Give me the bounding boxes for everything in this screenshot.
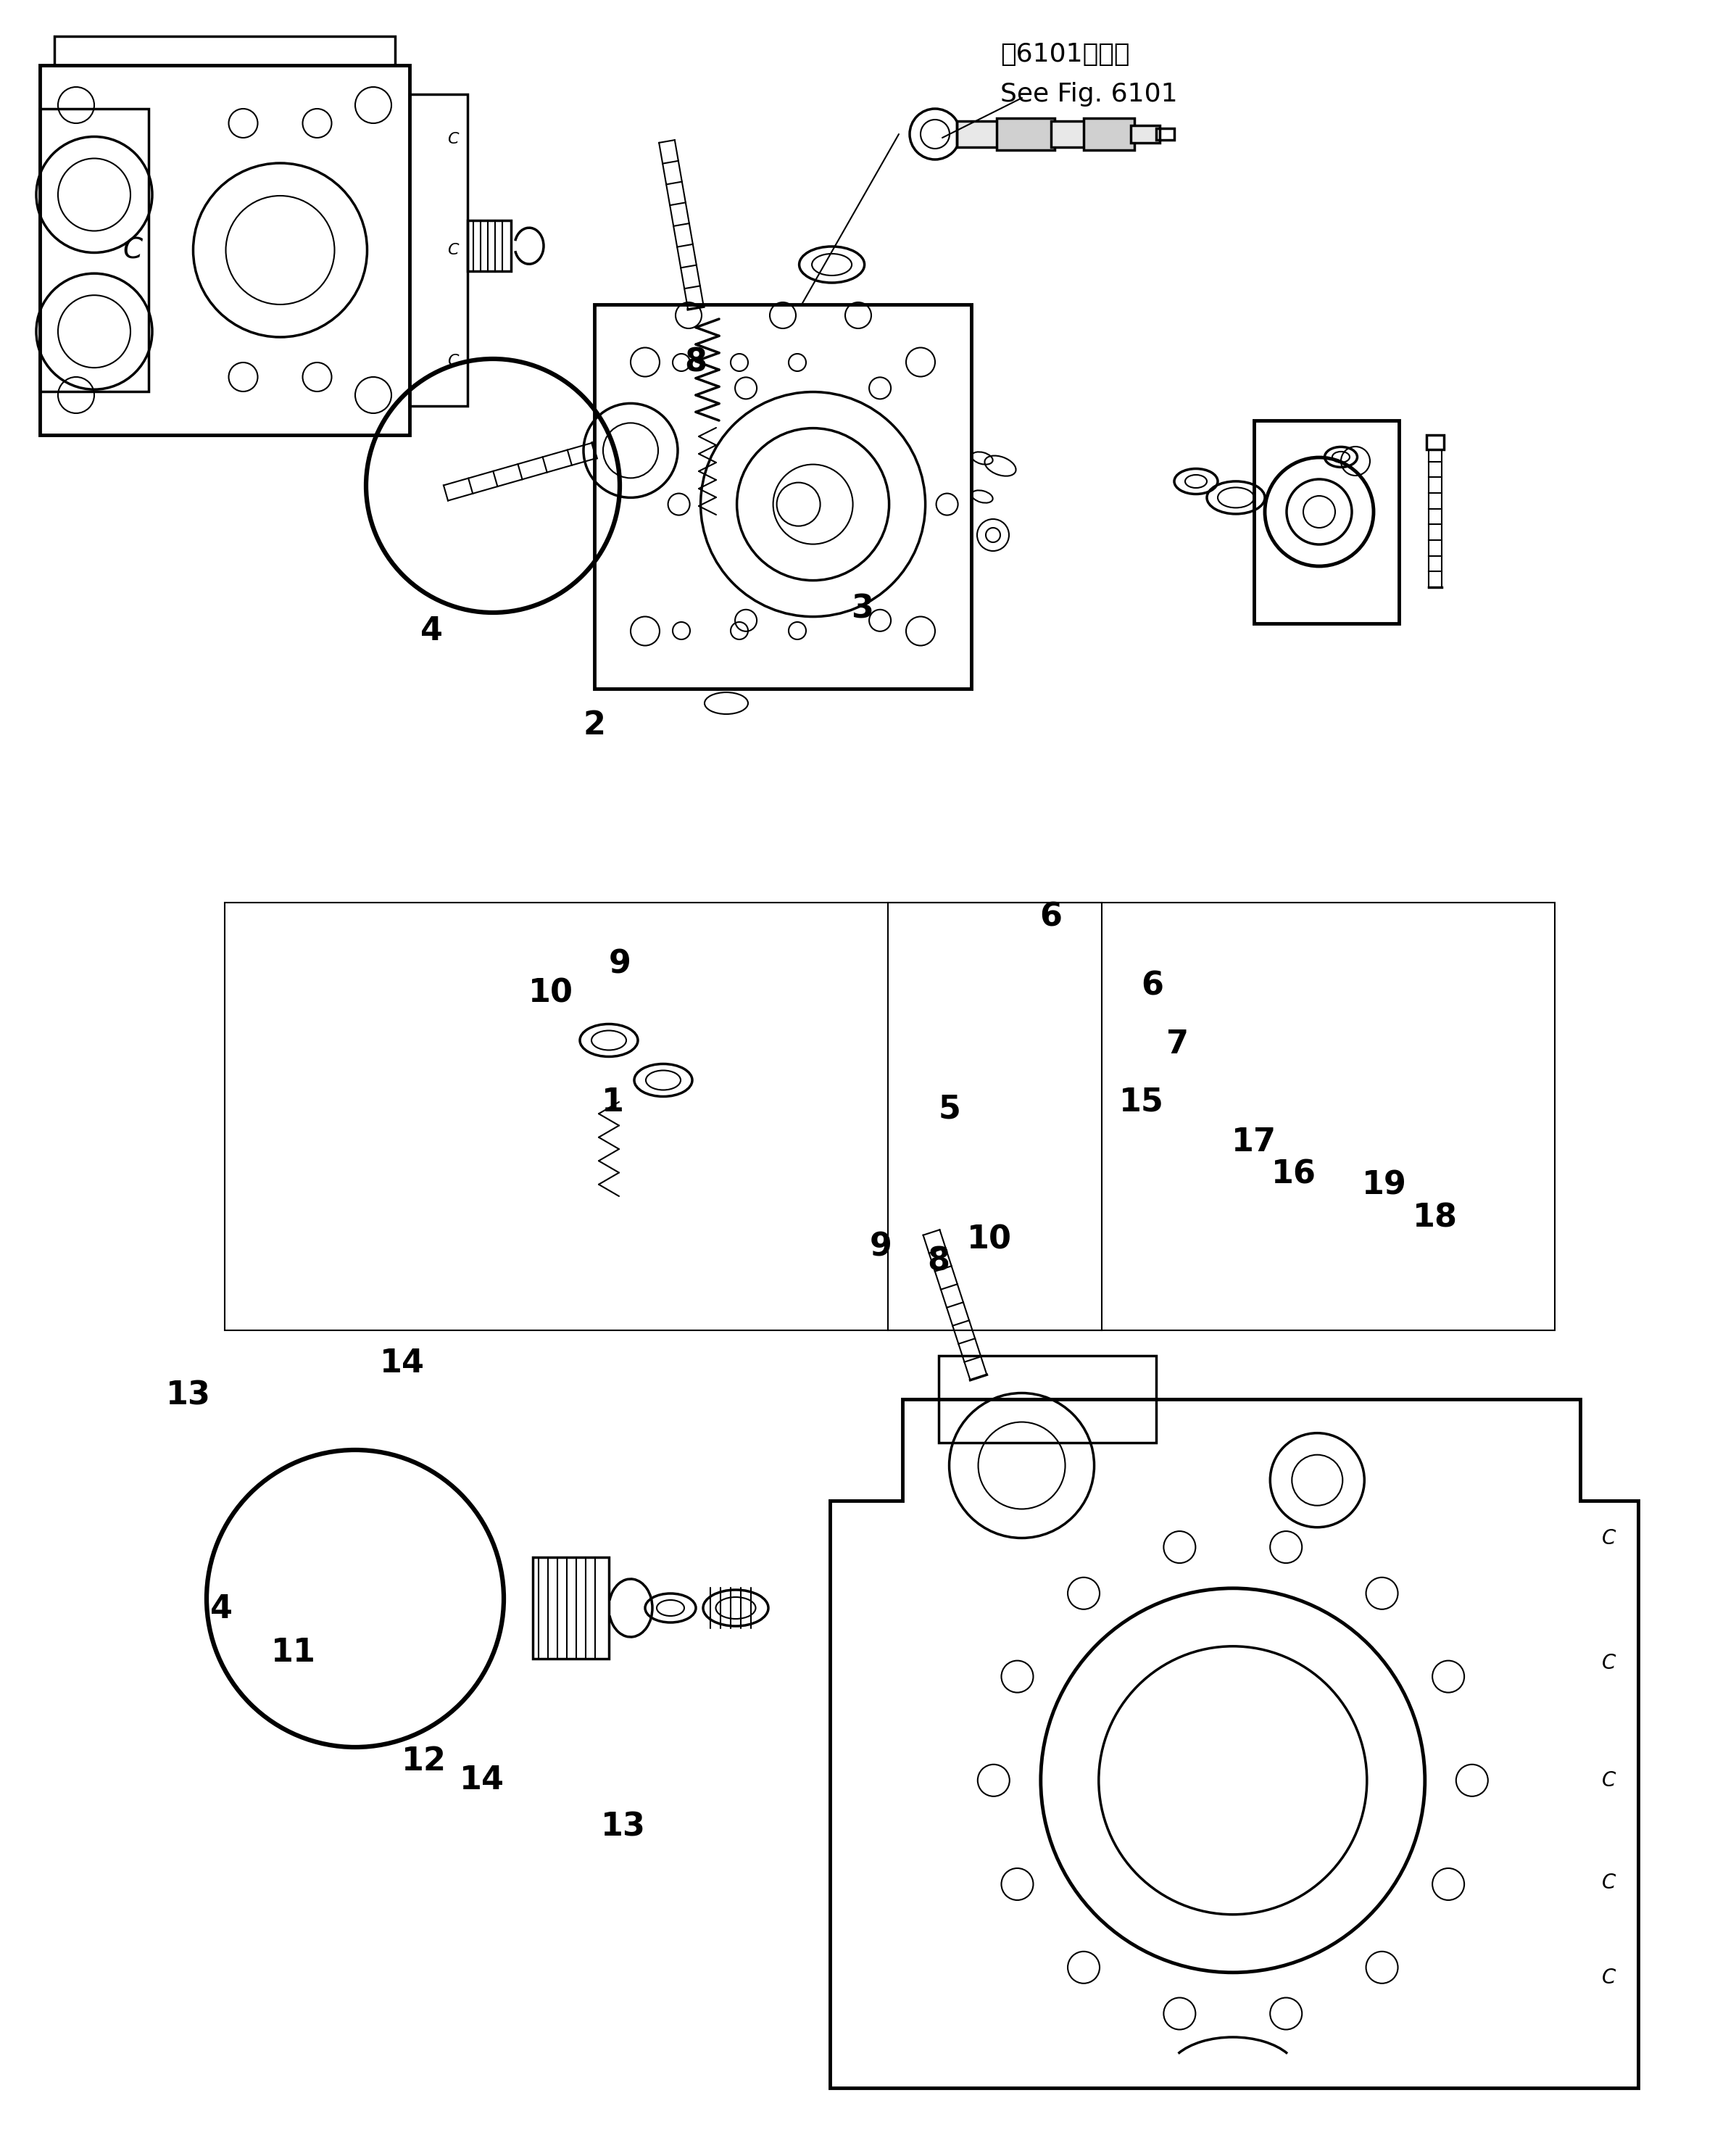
Text: 14: 14 — [380, 1348, 425, 1378]
Text: C: C — [1602, 1967, 1616, 1989]
Text: C: C — [1602, 1652, 1616, 1674]
Text: 4: 4 — [210, 1594, 233, 1624]
Bar — [410, 94, 467, 405]
Text: 3: 3 — [851, 594, 873, 624]
Bar — [887, 902, 1555, 1331]
Text: See Fig. 6101: See Fig. 6101 — [1000, 81, 1177, 107]
Text: 18: 18 — [1413, 1202, 1458, 1234]
Text: 13: 13 — [167, 1380, 210, 1410]
Bar — [224, 902, 1102, 1331]
Text: 10: 10 — [967, 1224, 1012, 1256]
Text: 6: 6 — [1141, 971, 1163, 1001]
Text: 11: 11 — [271, 1637, 316, 1669]
Bar — [1130, 126, 1160, 144]
Text: 4: 4 — [420, 615, 443, 647]
Text: 17: 17 — [1231, 1127, 1276, 1157]
Bar — [1050, 120, 1087, 148]
Text: 9: 9 — [870, 1232, 892, 1262]
Text: 14: 14 — [460, 1764, 505, 1796]
Text: 10: 10 — [528, 977, 573, 1009]
Bar — [996, 118, 1055, 150]
Bar — [1156, 129, 1174, 139]
Bar — [1083, 118, 1134, 150]
Text: 7: 7 — [1167, 1029, 1189, 1059]
Text: 8: 8 — [927, 1245, 950, 1277]
Text: C: C — [448, 133, 458, 146]
Text: 8: 8 — [684, 347, 707, 377]
Text: 第6101図参照: 第6101図参照 — [1000, 43, 1130, 66]
Text: 13: 13 — [601, 1811, 646, 1843]
Text: 15: 15 — [1120, 1087, 1165, 1117]
Text: 6: 6 — [1040, 902, 1062, 932]
Bar — [1427, 435, 1444, 450]
Text: 1: 1 — [601, 1087, 623, 1117]
Bar — [40, 64, 410, 435]
Text: C: C — [1602, 1873, 1616, 1892]
Text: C: C — [1602, 1770, 1616, 1792]
Text: 9: 9 — [609, 949, 630, 979]
Bar — [467, 221, 510, 272]
Text: 5: 5 — [939, 1093, 960, 1125]
Text: 2: 2 — [583, 709, 606, 741]
Bar — [54, 36, 396, 64]
Bar — [1253, 420, 1399, 624]
Bar — [939, 1357, 1156, 1442]
Text: C: C — [448, 242, 458, 257]
Bar — [957, 120, 1000, 148]
Bar — [594, 304, 970, 688]
Text: C: C — [1602, 1528, 1616, 1549]
Text: 16: 16 — [1271, 1159, 1316, 1189]
Text: 12: 12 — [401, 1747, 446, 1777]
Bar — [533, 1558, 609, 1659]
Text: 19: 19 — [1363, 1170, 1406, 1200]
Bar — [40, 109, 149, 392]
Text: C: C — [123, 236, 142, 264]
Text: C: C — [448, 354, 458, 369]
